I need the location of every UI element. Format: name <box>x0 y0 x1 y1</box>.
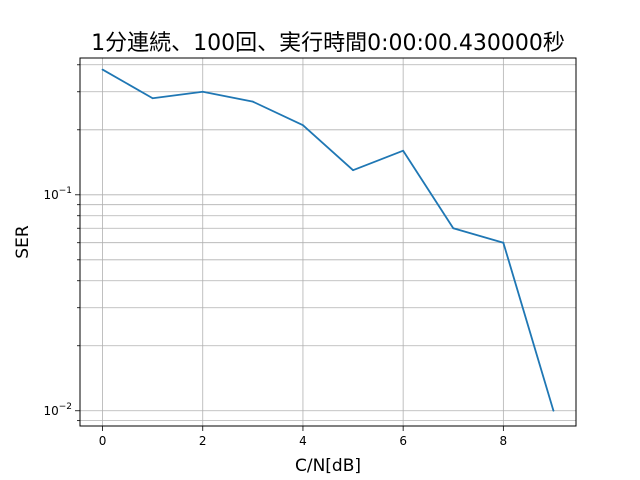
data-point <box>101 68 104 71</box>
axis-ticks: 0 2 4 6 810−110−2 <box>43 64 508 448</box>
x-axis-label: C/N[dB] <box>295 456 361 476</box>
y-tick-label-base: 10 <box>43 188 58 202</box>
x-tick-label: 8 <box>500 434 508 448</box>
plot-frame <box>79 57 577 427</box>
grid-lines <box>80 58 576 426</box>
data-point <box>402 149 405 152</box>
series-layer <box>101 68 555 412</box>
data-point <box>302 124 304 127</box>
y-tick-label-exponent: −1 <box>59 186 72 196</box>
data-point <box>552 409 555 412</box>
x-tick-label: 4 <box>299 434 307 448</box>
x-tick-label: 2 <box>199 434 207 448</box>
data-point <box>352 169 354 172</box>
data-point <box>452 227 455 230</box>
data-point <box>502 241 505 244</box>
y-tick-label-exponent: −2 <box>59 402 72 412</box>
x-tick-label: 6 <box>399 434 407 448</box>
y-axis-label: SER <box>13 225 33 259</box>
y-tick-label-base: 10 <box>43 404 58 418</box>
y-tick-label: 10−1 <box>43 186 72 202</box>
chart-title: 1分連続、100回、実行時間0:00:00.430000秒 <box>91 31 565 56</box>
data-point <box>251 100 254 103</box>
series-line <box>102 68 555 412</box>
data-point <box>201 90 204 93</box>
data-point <box>151 97 154 100</box>
x-tick-label: 0 <box>99 434 107 448</box>
y-tick-label: 10−2 <box>43 402 72 418</box>
